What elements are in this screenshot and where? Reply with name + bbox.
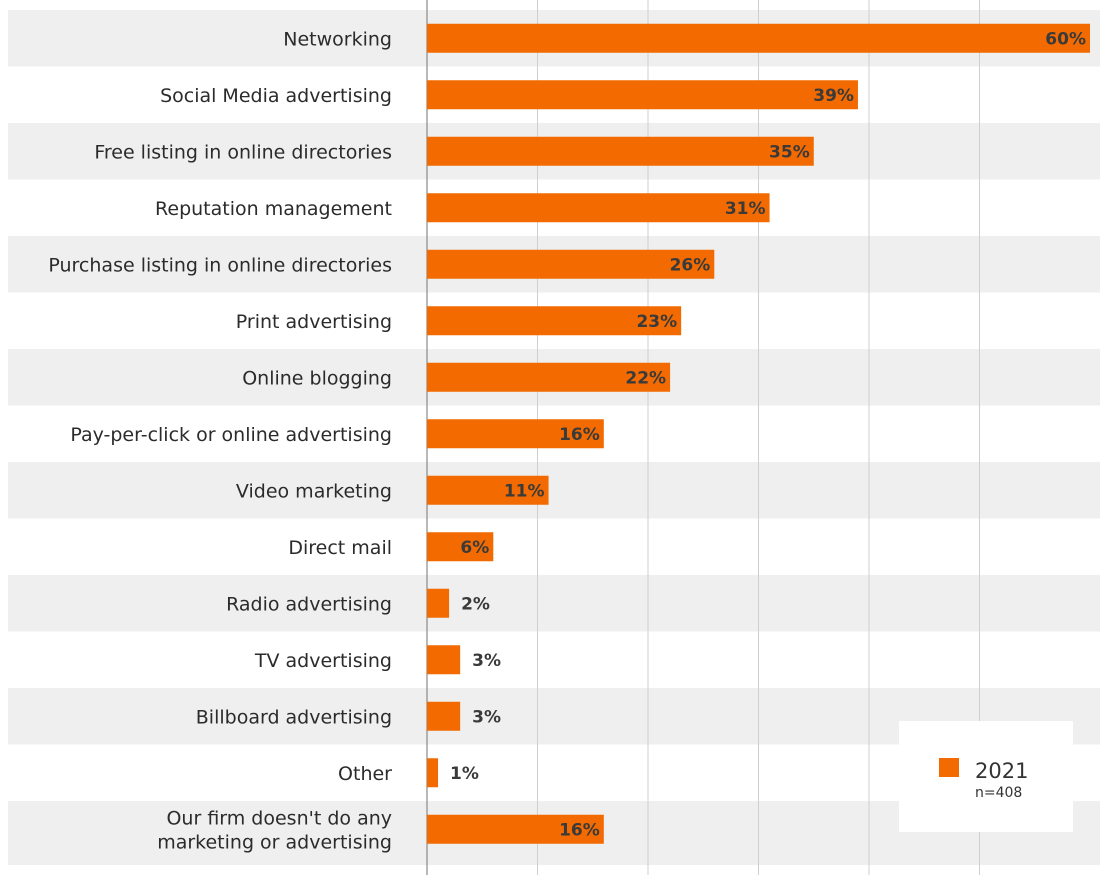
value-label: 16%: [559, 820, 600, 840]
bar: [427, 249, 715, 279]
category-label: Our firm doesn't do any marketing or adve…: [157, 807, 392, 853]
value-label: 31%: [725, 199, 766, 219]
bar: [427, 80, 858, 110]
row-stripe: [8, 462, 1100, 519]
legend-box: [899, 721, 1073, 832]
value-label: 3%: [472, 707, 501, 727]
category-label: Networking: [283, 28, 392, 50]
bar: [427, 193, 770, 223]
value-labels: 60% 39% 35% 31% 26% 23% 22% 16% 11% 6% 2% 3% 3% 1% 16%: [450, 29, 1086, 840]
value-label: 2%: [461, 594, 490, 614]
bar: [427, 136, 814, 166]
bar: [427, 475, 549, 505]
bar: [427, 645, 461, 675]
value-label: 16%: [559, 425, 600, 445]
bar: [427, 362, 671, 392]
value-label: 39%: [813, 86, 854, 106]
category-label: Purchase listing in online directories: [48, 254, 392, 276]
value-label: 60%: [1045, 29, 1086, 49]
bar: [427, 532, 494, 562]
value-label: 6%: [460, 538, 489, 558]
bar: [427, 701, 461, 731]
value-label: 1%: [450, 764, 479, 784]
category-label: TV advertising: [254, 650, 392, 672]
bar: [427, 814, 604, 844]
legend-sample-size: n=408: [975, 785, 1022, 801]
bar: [427, 758, 439, 788]
category-label: Direct mail: [288, 537, 392, 559]
row-stripe: [8, 575, 1100, 632]
bars: [427, 23, 1090, 844]
category-label: Video marketing: [236, 480, 392, 502]
category-label: Other: [338, 763, 392, 785]
value-label: 35%: [769, 142, 810, 162]
row-stripes: [8, 10, 1100, 865]
bar: [427, 588, 450, 618]
category-label: Social Media advertising: [160, 85, 392, 107]
bar: [427, 23, 1090, 53]
category-label: Free listing in online directories: [94, 141, 392, 163]
value-label: 23%: [636, 312, 677, 332]
legend: 2021 n=408: [899, 721, 1073, 832]
value-label: 22%: [625, 368, 666, 388]
legend-swatch: [939, 758, 959, 777]
category-label: Reputation management: [155, 198, 392, 220]
category-labels: Networking Social Media advertising Free l…: [48, 28, 392, 853]
value-label: 11%: [504, 481, 545, 501]
category-label: Online blogging: [242, 367, 392, 389]
value-label: 3%: [472, 651, 501, 671]
value-label: 26%: [670, 255, 711, 275]
category-label: Radio advertising: [226, 593, 392, 615]
bar: [427, 306, 682, 336]
category-label: Billboard advertising: [196, 706, 392, 728]
category-label: Print advertising: [236, 311, 392, 333]
category-label: Pay-per-click or online advertising: [70, 424, 392, 446]
legend-series-label: 2021: [975, 759, 1028, 783]
bar: [427, 419, 604, 449]
